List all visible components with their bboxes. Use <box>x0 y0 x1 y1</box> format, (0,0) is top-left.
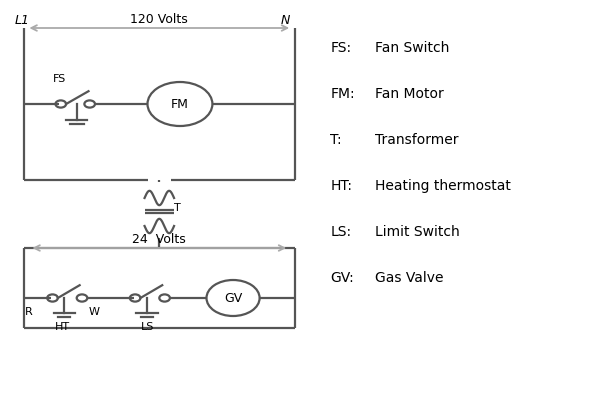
Text: Limit Switch: Limit Switch <box>375 225 460 239</box>
Text: 120 Volts: 120 Volts <box>130 13 188 26</box>
Text: Fan Switch: Fan Switch <box>375 41 449 55</box>
Circle shape <box>47 294 58 302</box>
Text: T: T <box>174 203 181 213</box>
Text: Fan Motor: Fan Motor <box>375 87 444 101</box>
Text: FM:: FM: <box>330 87 355 101</box>
Circle shape <box>130 294 140 302</box>
Text: Heating thermostat: Heating thermostat <box>375 179 510 193</box>
Text: GV:: GV: <box>330 271 354 285</box>
Text: FS: FS <box>53 74 65 84</box>
Text: Transformer: Transformer <box>375 133 458 147</box>
Text: T:: T: <box>330 133 342 147</box>
Circle shape <box>84 100 95 108</box>
Text: GV: GV <box>224 292 242 304</box>
Circle shape <box>159 294 170 302</box>
Text: LS:: LS: <box>330 225 352 239</box>
Text: N: N <box>280 14 290 27</box>
Text: HT: HT <box>54 322 70 332</box>
Text: 24  Volts: 24 Volts <box>132 233 186 246</box>
Text: FS:: FS: <box>330 41 352 55</box>
Text: HT:: HT: <box>330 179 352 193</box>
Text: L1: L1 <box>15 14 30 27</box>
Text: R: R <box>25 307 32 317</box>
Circle shape <box>55 100 66 108</box>
Circle shape <box>77 294 87 302</box>
Text: W: W <box>88 307 100 317</box>
Text: FM: FM <box>171 98 189 110</box>
Text: Gas Valve: Gas Valve <box>375 271 443 285</box>
Text: LS: LS <box>141 322 154 332</box>
